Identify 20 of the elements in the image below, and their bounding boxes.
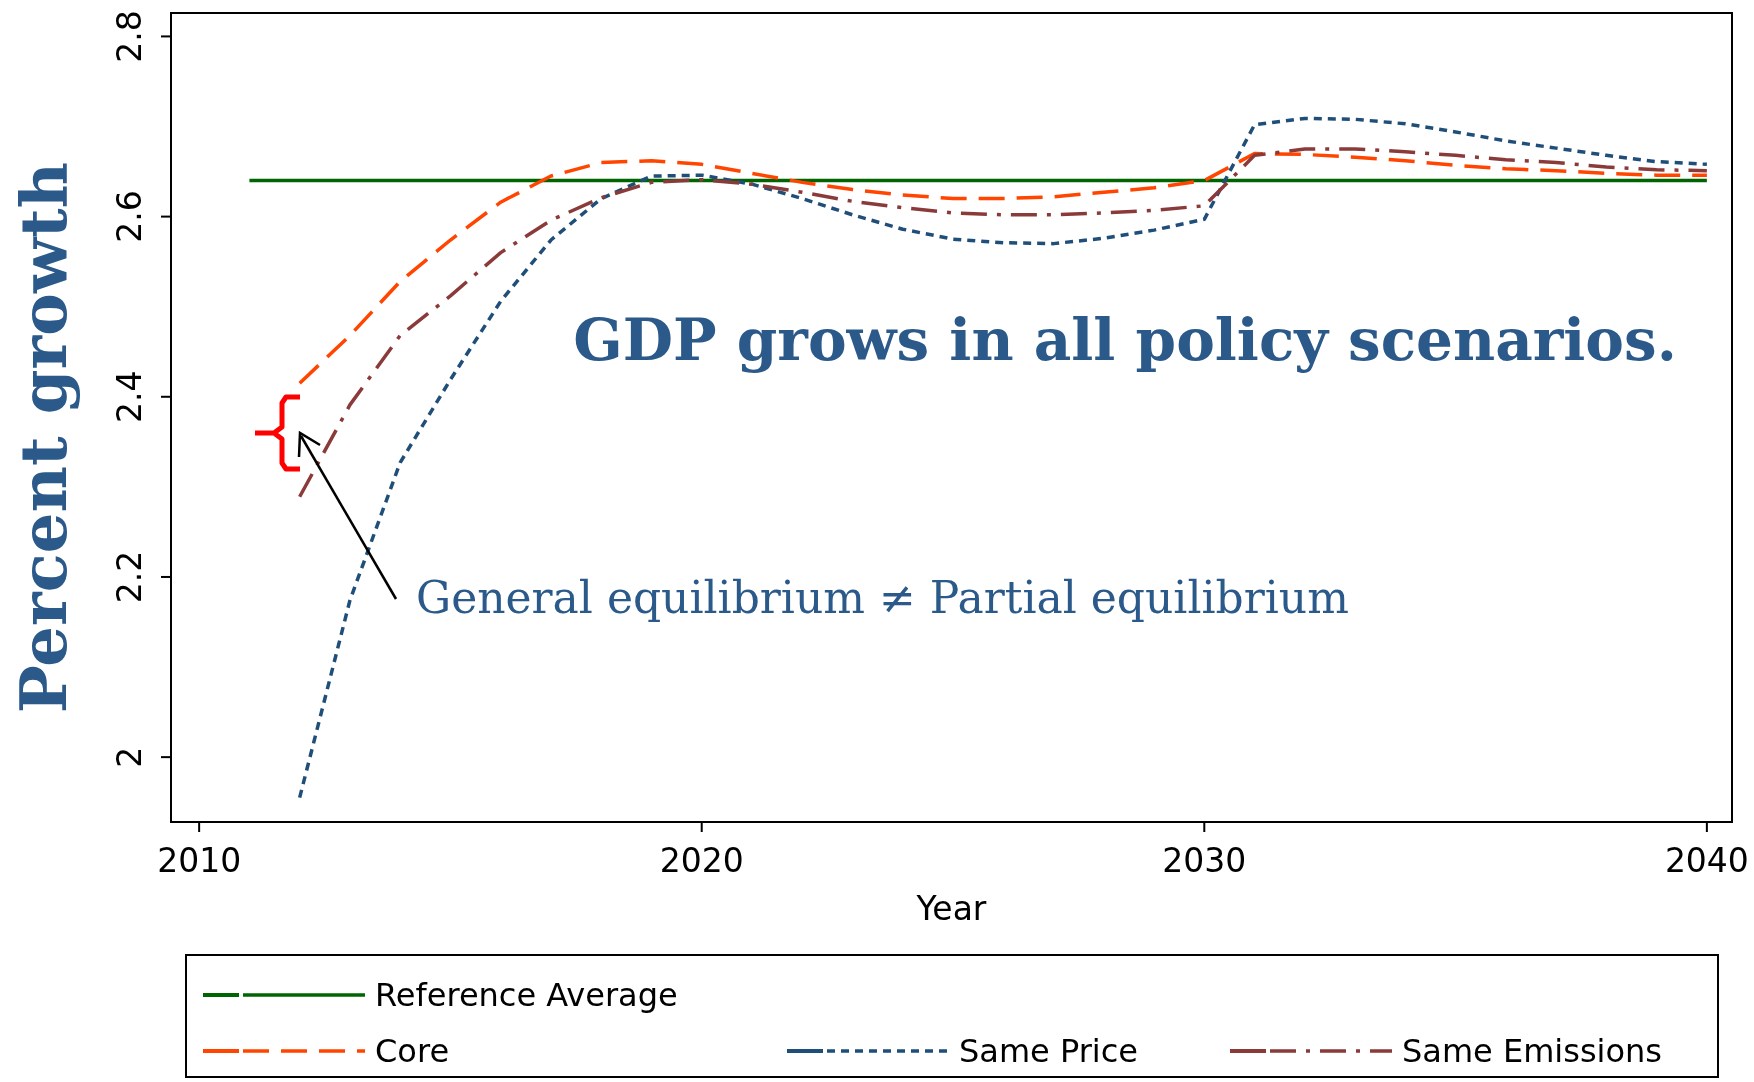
x-tick-label: 2040: [1664, 841, 1749, 880]
line-series: [297, 147, 1709, 499]
y-tick-label: 2.2: [110, 550, 149, 604]
y-tick-label: 2: [110, 746, 149, 768]
line-series: [297, 116, 1709, 800]
annotation: GDP grows in all policy scenarios.: [573, 306, 1677, 374]
annotation: General equilibrium ≠ Partial equilibrium: [416, 572, 1349, 623]
x-tick-label: 2020: [659, 841, 744, 880]
legend-label: Core: [375, 1032, 450, 1070]
legend-label: Same Price: [959, 1032, 1139, 1070]
y-tick-label: 2.4: [110, 370, 149, 424]
y-axis-title: Percent growth: [6, 161, 81, 714]
x-axis-title: Year: [915, 889, 987, 928]
y-tick-label: 2.6: [110, 190, 149, 243]
line-series: [297, 151, 1709, 386]
legend-label: Reference Average: [375, 976, 678, 1014]
x-tick-label: 2010: [157, 841, 242, 880]
y-tick-label: 2.8: [110, 10, 149, 63]
legend-label: Same Emissions: [1402, 1032, 1662, 1070]
x-tick-label: 2030: [1162, 841, 1247, 880]
